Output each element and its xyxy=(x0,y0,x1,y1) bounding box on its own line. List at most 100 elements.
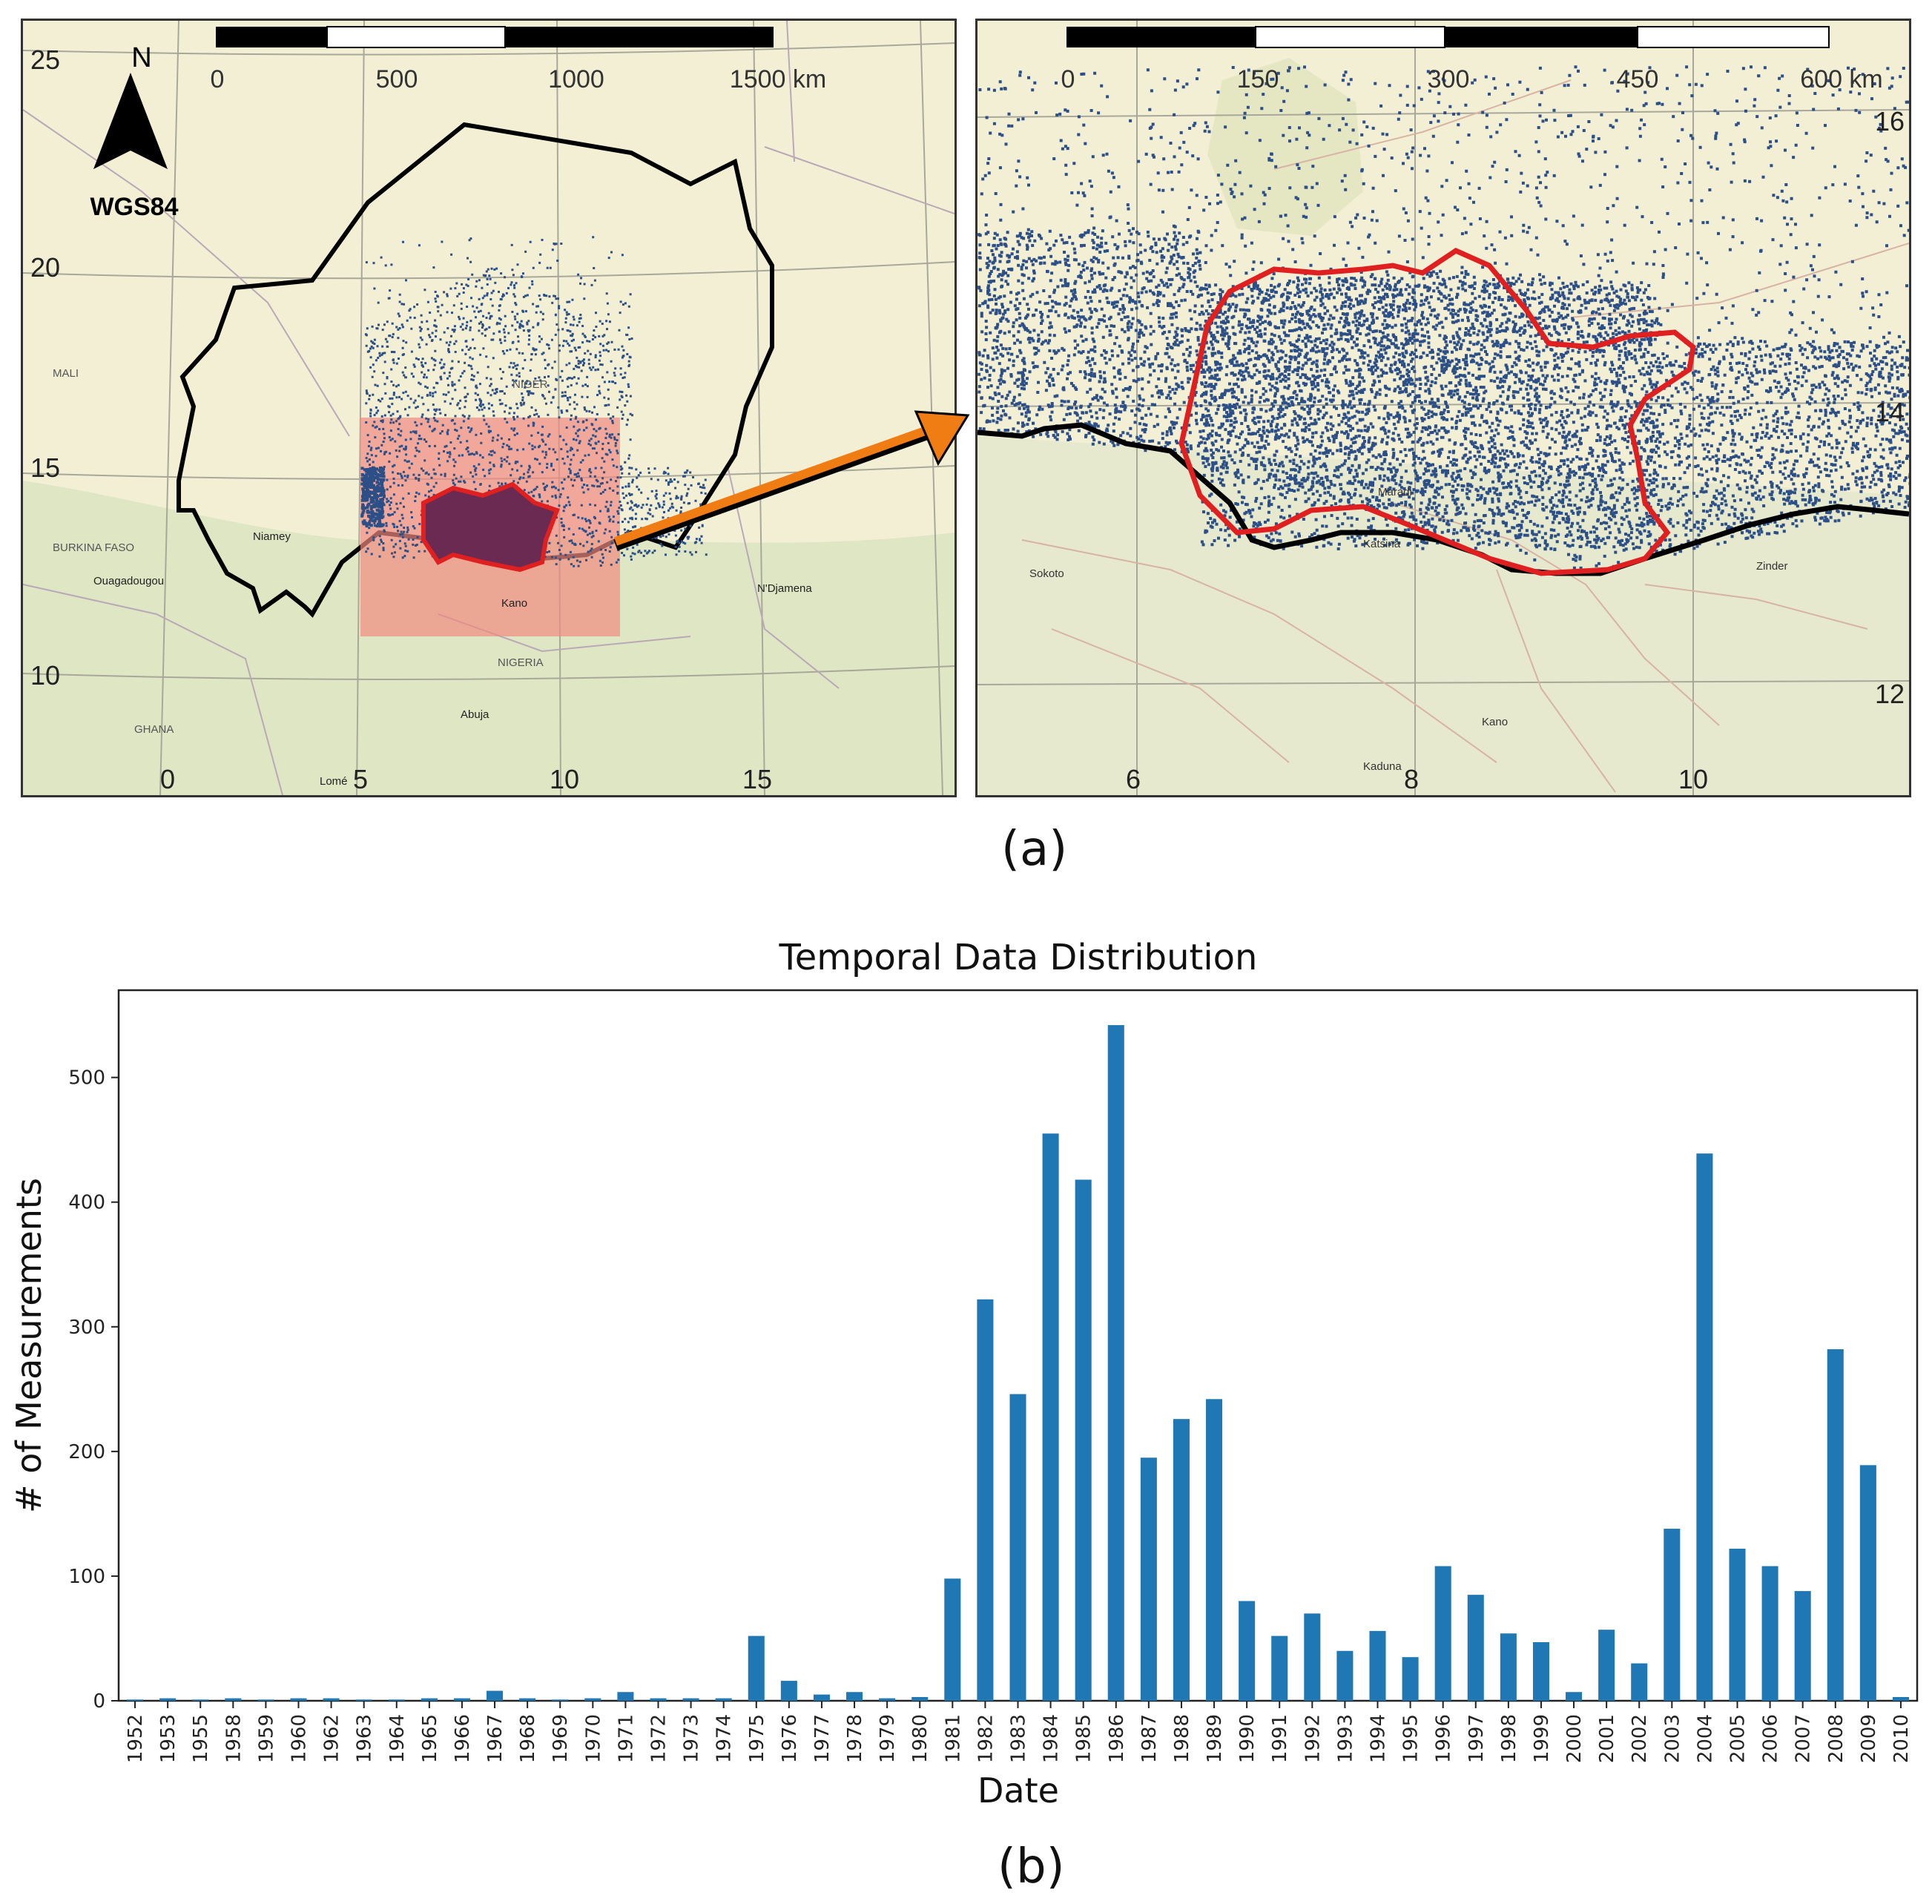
x-tick-label-2004: 2004 xyxy=(1694,1714,1716,1763)
lon-label-5: 5 xyxy=(353,764,368,794)
bar-1953 xyxy=(159,1698,177,1701)
x-tick-label-2009: 2009 xyxy=(1858,1714,1880,1763)
bar-1981 xyxy=(944,1578,961,1701)
lat-label-12: 12 xyxy=(1875,679,1905,709)
scale-tick-0-zoom: 0 xyxy=(1061,65,1075,93)
bar-1967 xyxy=(487,1690,504,1701)
bar-1984 xyxy=(1042,1133,1059,1701)
bar-1991 xyxy=(1271,1635,1288,1701)
bar-1993 xyxy=(1336,1650,1354,1701)
lat-label-10: 10 xyxy=(30,660,60,691)
x-tick-label-1998: 1998 xyxy=(1498,1714,1520,1763)
x-tick-label-2005: 2005 xyxy=(1727,1714,1750,1763)
place-zinder: Zinder xyxy=(1756,560,1788,573)
x-tick-label-2003: 2003 xyxy=(1661,1714,1684,1763)
y-tick-label: 200 xyxy=(68,1441,105,1463)
y-tick-label: 400 xyxy=(68,1192,105,1214)
place-mali: MALI xyxy=(53,367,79,380)
place-niger: NIGER xyxy=(512,378,548,391)
crs-label: WGS84 xyxy=(90,193,178,221)
bar-1970 xyxy=(584,1698,601,1701)
lat-label-16: 16 xyxy=(1875,106,1905,136)
x-tick-label-1952: 1952 xyxy=(125,1714,147,1763)
x-tick-label-1972: 1972 xyxy=(648,1714,670,1763)
bar-2006 xyxy=(1761,1566,1778,1701)
scale-tick-3: 1500 km xyxy=(730,65,826,93)
x-tick-label-1989: 1989 xyxy=(1204,1714,1226,1763)
bar-1982 xyxy=(977,1299,994,1701)
x-tick-label-1963: 1963 xyxy=(354,1714,376,1763)
x-tick-label-1964: 1964 xyxy=(386,1714,409,1763)
x-tick-label-1983: 1983 xyxy=(1008,1714,1030,1763)
bar-1971 xyxy=(617,1692,634,1701)
scale-tick-300: 300 xyxy=(1428,65,1470,93)
bar-1963 xyxy=(355,1699,372,1701)
roads xyxy=(1021,79,1909,793)
scale-tick-0: 0 xyxy=(211,65,225,93)
place-ouagadougou: Ouagadougou xyxy=(93,575,164,587)
scale-tick-1: 500 xyxy=(376,65,418,93)
north-arrow-icon xyxy=(93,73,168,169)
bars xyxy=(127,1025,1909,1701)
x-tick-label-1992: 1992 xyxy=(1302,1714,1324,1763)
bar-2002 xyxy=(1631,1663,1648,1701)
bar-1975 xyxy=(748,1635,765,1701)
scale-bar xyxy=(216,26,774,48)
x-tick-label-1953: 1953 xyxy=(157,1714,179,1763)
x-tick-label-1979: 1979 xyxy=(877,1714,899,1763)
x-tick-label-1976: 1976 xyxy=(779,1714,801,1763)
x-tick-label-1967: 1967 xyxy=(484,1714,507,1763)
country-borders xyxy=(23,21,955,795)
place-ndjamena: N'Djamena xyxy=(757,582,812,595)
zoom-arrow xyxy=(613,410,970,551)
x-tick-label-1970: 1970 xyxy=(582,1714,604,1763)
overview-map-labels: N WGS84 0 500 1000 1500 km 25 20 15 10 0… xyxy=(30,42,826,794)
y-tick-label: 100 xyxy=(68,1566,105,1588)
x-tick-label-1981: 1981 xyxy=(942,1714,964,1763)
scale-tick-450: 450 xyxy=(1617,65,1659,93)
y-tick-label: 500 xyxy=(68,1067,105,1090)
lon-label-10-zoom: 10 xyxy=(1678,764,1708,794)
panel-label-b: (b) xyxy=(998,1839,1065,1894)
bar-2000 xyxy=(1566,1692,1583,1701)
x-tick-label-1971: 1971 xyxy=(615,1714,637,1763)
bar-1976 xyxy=(780,1681,797,1701)
bar-1959 xyxy=(257,1699,274,1701)
y-tick-label: 0 xyxy=(93,1690,105,1713)
place-burkina: BURKINA FASO xyxy=(53,541,134,554)
green-patch xyxy=(1207,58,1363,236)
x-tick-label-2010: 2010 xyxy=(1890,1714,1913,1763)
lon-label-15: 15 xyxy=(742,764,772,794)
bar-1998 xyxy=(1500,1633,1517,1701)
x-axis-label: Date xyxy=(977,1770,1059,1811)
bar-1986 xyxy=(1107,1025,1124,1701)
bar-1966 xyxy=(453,1698,470,1701)
place-labels: MALI NIGER BURKINA FASO Niamey Ouagadoug… xyxy=(53,367,812,788)
measurement-points-overview xyxy=(360,236,708,567)
bar-1978 xyxy=(846,1692,863,1701)
overview-map-canvas xyxy=(23,21,955,795)
x-tick-label-1996: 1996 xyxy=(1433,1714,1455,1763)
measurement-points-zoom xyxy=(977,65,1909,570)
y-axis-ticks: 0 100 200 300 400 500 xyxy=(68,1067,119,1713)
x-tick-label-1955: 1955 xyxy=(190,1714,212,1763)
place-nigeria: NIGERIA xyxy=(498,656,544,669)
bar-1995 xyxy=(1402,1657,1419,1701)
place-kano-zoom: Kano xyxy=(1482,716,1508,728)
bar-2010 xyxy=(1892,1696,1909,1701)
lat-label-14: 14 xyxy=(1875,397,1905,427)
scale-tick-2: 1000 xyxy=(548,65,604,93)
x-tick-label-1993: 1993 xyxy=(1334,1714,1356,1763)
bar-1994 xyxy=(1369,1630,1386,1701)
bar-2003 xyxy=(1664,1529,1681,1701)
bar-1968 xyxy=(519,1698,536,1701)
x-tick-label-2001: 2001 xyxy=(1596,1714,1618,1763)
panel-label-a: (a) xyxy=(1001,822,1068,877)
bar-1979 xyxy=(879,1698,896,1701)
bar-1960 xyxy=(290,1698,307,1701)
bar-1969 xyxy=(552,1699,569,1701)
x-tick-label-1984: 1984 xyxy=(1041,1714,1063,1763)
bar-2008 xyxy=(1827,1349,1844,1701)
chart-title: Temporal Data Distribution xyxy=(779,937,1258,978)
scale-bar-zoom xyxy=(1066,26,1830,48)
